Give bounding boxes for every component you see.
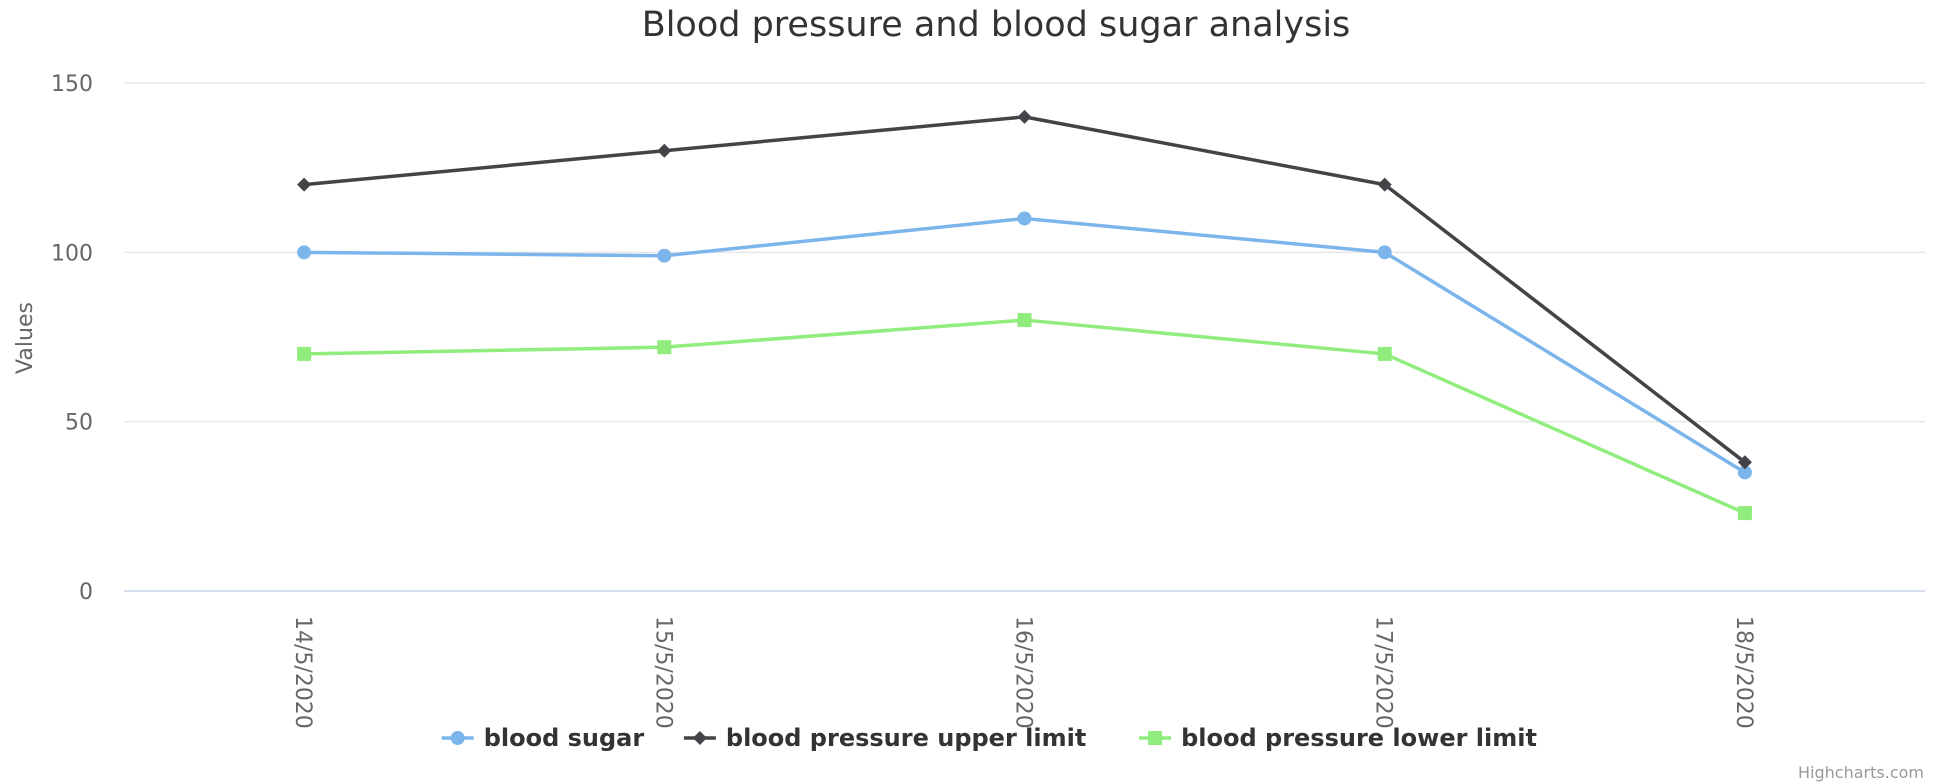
- data-point: [1017, 109, 1032, 124]
- x-tick-label: 14/5/2020: [290, 616, 315, 729]
- x-tick-label: 17/5/2020: [1371, 616, 1396, 729]
- y-axis-label: Values: [13, 302, 38, 374]
- legend-label: blood sugar: [484, 724, 645, 752]
- data-point: [657, 248, 672, 263]
- y-tick-label: 50: [65, 411, 93, 436]
- series-1: [297, 109, 1752, 470]
- y-tick-label: 150: [51, 72, 93, 97]
- data-point: [657, 340, 672, 355]
- data-point: [297, 177, 312, 192]
- legend: blood sugar blood pressure upper limit blo…: [441, 724, 1537, 752]
- data-point: [1377, 177, 1392, 192]
- legend-label: blood pressure lower limit: [1181, 724, 1537, 752]
- data-point: [1737, 506, 1752, 521]
- legend-label: blood pressure upper limit: [726, 724, 1086, 752]
- chart-title: Blood pressure and blood sugar analysis: [642, 5, 1351, 45]
- x-tick-label: 16/5/2020: [1011, 616, 1036, 729]
- series-2: [297, 313, 1752, 521]
- series-0: [297, 211, 1752, 480]
- x-axis-ticks: 14/5/2020 15/5/2020 16/5/2020 17/5/2020 18/5…: [290, 616, 1756, 729]
- legend-item[interactable]: blood sugar: [441, 724, 645, 752]
- series-layer: [297, 109, 1752, 521]
- data-point: [1377, 245, 1392, 260]
- x-tick-label: 18/5/2020: [1731, 616, 1756, 729]
- data-point: [1377, 346, 1392, 361]
- x-tick-label: 15/5/2020: [650, 616, 675, 729]
- legend-item[interactable]: blood pressure upper limit: [683, 724, 1086, 752]
- y-axis-ticks: 0 50 100 150: [51, 72, 93, 605]
- data-point: [297, 346, 312, 361]
- data-point: [1737, 465, 1752, 480]
- series-line: [302, 216, 1747, 475]
- data-point: [297, 245, 312, 260]
- data-point: [1737, 455, 1752, 470]
- legend-marker: [1148, 731, 1163, 745]
- legend-item[interactable]: blood pressure lower limit: [1139, 724, 1537, 752]
- legend-marker: [692, 731, 707, 745]
- series-line: [302, 115, 1747, 465]
- y-tick-label: 100: [51, 241, 93, 266]
- data-point: [1017, 211, 1032, 226]
- series-line: [302, 318, 1747, 515]
- legend-marker: [450, 731, 465, 745]
- credits-link[interactable]: Highcharts.com: [1798, 763, 1924, 782]
- data-point: [657, 143, 672, 158]
- y-tick-label: 0: [79, 580, 93, 605]
- data-point: [1017, 313, 1032, 328]
